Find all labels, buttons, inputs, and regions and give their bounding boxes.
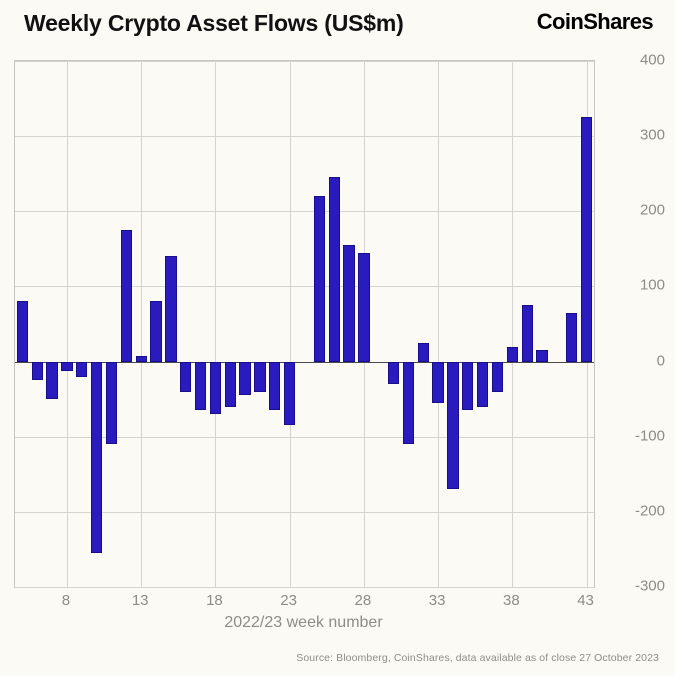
v-gridline (141, 61, 143, 587)
h-gridline (15, 61, 594, 62)
x-tick-label: 23 (280, 592, 297, 609)
bar-week-19 (224, 361, 236, 407)
v-gridline (289, 61, 291, 587)
v-gridline (438, 61, 440, 587)
bar-week-25 (313, 196, 325, 362)
x-tick-label: 18 (206, 592, 223, 609)
y-tick-label: -300 (634, 577, 665, 595)
h-gridline (15, 136, 594, 138)
bar-week-34 (447, 361, 459, 490)
y-tick-label: 400 (639, 51, 665, 69)
v-gridline (215, 61, 217, 587)
bar-week-35 (462, 361, 474, 411)
bar-week-27 (343, 245, 355, 362)
v-gridline (512, 61, 514, 587)
bar-week-43 (580, 117, 593, 362)
bar-week-22 (269, 361, 281, 411)
bar-week-26 (328, 177, 340, 362)
bar-week-8 (61, 361, 73, 371)
zero-line (15, 361, 594, 363)
y-tick-label: -200 (634, 502, 665, 520)
bar-week-14 (150, 301, 162, 362)
coinshares-logo: CoinShares (536, 9, 654, 34)
bar-week-15 (165, 256, 177, 362)
bar-week-18 (209, 361, 222, 415)
bar-week-12 (120, 230, 132, 362)
x-tick-label: 13 (131, 592, 149, 609)
bar-week-42 (566, 312, 578, 362)
bar-week-36 (477, 361, 489, 407)
x-axis-labels: 8 13 18 23 28 33 38 43 (14, 592, 594, 612)
bar-week-37 (491, 361, 504, 392)
x-tick-label: 8 (61, 592, 71, 609)
bar-week-20 (239, 361, 251, 396)
bar-week-23 (284, 361, 296, 426)
h-gridline (15, 436, 594, 438)
bar-week-16 (180, 361, 192, 392)
plot-area (14, 60, 595, 588)
bar-week-21 (254, 361, 266, 392)
y-tick-label: -100 (634, 427, 665, 445)
y-axis-labels: 400 300 200 100 0 -100 -200 -300 (595, 52, 673, 595)
chart-title: Weekly Crypto Asset Flows (US$m) (24, 10, 404, 36)
source-note: Source: Bloomberg, CoinShares, data avai… (296, 652, 659, 664)
bar-week-10 (91, 361, 103, 554)
y-tick-label: 100 (639, 276, 665, 294)
bar-week-38 (506, 346, 518, 362)
bar-week-28 (358, 252, 370, 362)
bar-week-11 (105, 361, 118, 445)
bar-week-30 (387, 361, 400, 385)
bar-week-13 (135, 355, 147, 362)
y-tick-label: 300 (639, 126, 665, 144)
bar-week-39 (521, 305, 533, 362)
y-tick-label: 200 (639, 201, 665, 219)
bar-week-33 (432, 361, 444, 403)
bar-week-40 (536, 350, 548, 362)
bar-week-5 (16, 301, 29, 362)
x-tick-label: 38 (503, 592, 520, 609)
x-tick-label: 33 (428, 592, 446, 609)
h-gridline (15, 587, 594, 588)
bar-week-32 (417, 342, 429, 362)
h-gridline (15, 211, 594, 213)
bar-week-7 (46, 361, 58, 400)
h-gridline (15, 511, 594, 513)
x-tick-label: 43 (577, 592, 594, 609)
bar-week-9 (76, 361, 88, 377)
bar-week-31 (402, 361, 415, 445)
v-gridline (66, 61, 68, 587)
bar-week-17 (194, 361, 207, 411)
x-tick-label: 28 (354, 592, 372, 609)
x-axis-title: 2022/23 week number (224, 614, 383, 631)
h-gridline (15, 286, 594, 288)
bar-week-6 (31, 361, 43, 381)
y-tick-label: 0 (656, 352, 665, 370)
